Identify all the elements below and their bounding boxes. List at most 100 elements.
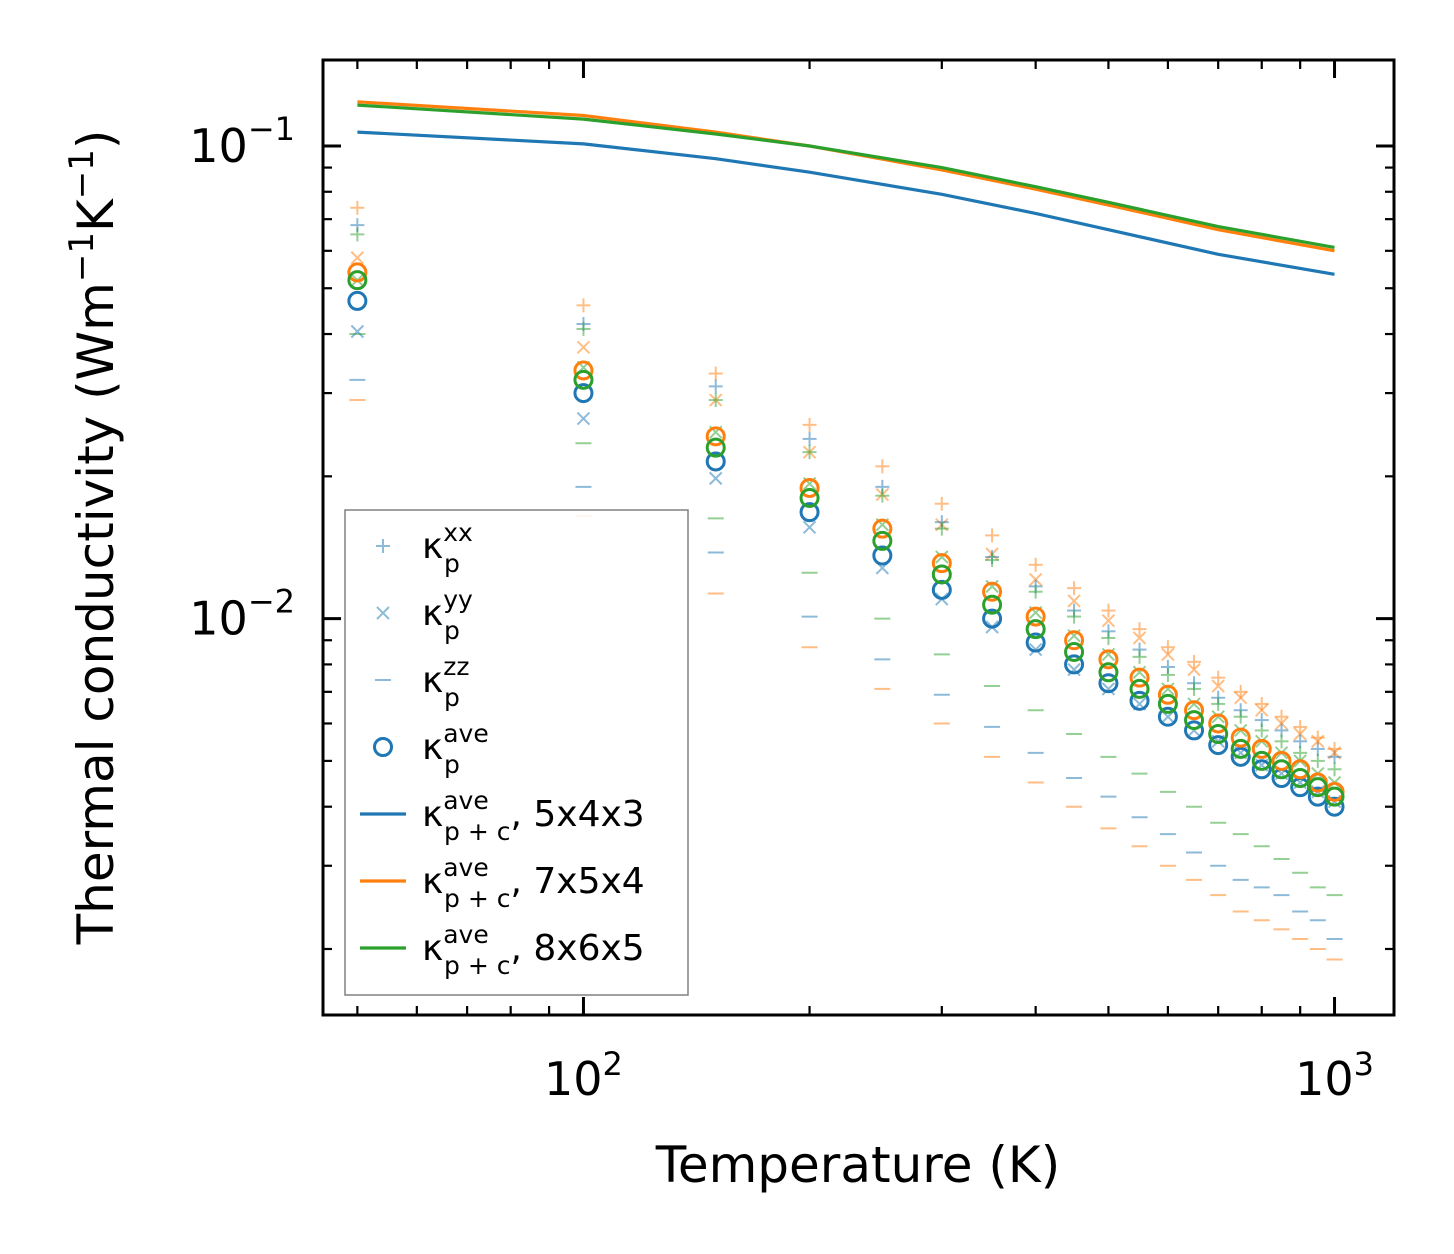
- marker-ave-8x6x5: [982, 594, 1003, 615]
- x-tick-label: 102: [544, 1045, 623, 1106]
- tick-labels: 102 103 10−2 10−1: [189, 110, 1374, 1106]
- marker-ave-7x5x4: [1251, 738, 1272, 759]
- marker-ave-7x5x4: [1290, 759, 1311, 780]
- marker-ave-5x4x3: [1157, 706, 1178, 727]
- marker-ave-5x4x3: [799, 502, 820, 523]
- marker-ave-8x6x5: [1064, 641, 1085, 662]
- legend-label: κave p + c, 5x4x3: [422, 786, 645, 846]
- marker-ave-5x4x3: [347, 290, 368, 311]
- marker-xx-8x6x5: [1187, 681, 1202, 696]
- marker-xx-7x5x4: [1233, 684, 1248, 699]
- y-axis-label-exp-1: −1: [62, 232, 102, 282]
- marker-yy-8x6x5: [1161, 682, 1175, 696]
- x-tick-label: 103: [1295, 1045, 1374, 1106]
- marker-ave-7x5x4: [1129, 667, 1150, 688]
- legend-label: κave p + c, 8x6x5: [422, 920, 645, 980]
- marker-ave-8x6x5: [1290, 768, 1311, 789]
- marker-yy-7x5x4: [576, 340, 591, 354]
- marker-ave-5x4x3: [1129, 690, 1150, 711]
- marker-ave-7x5x4: [1064, 630, 1085, 651]
- marker-ave-8x6x5: [1129, 678, 1150, 699]
- marker-yy-5x4x3: [576, 411, 591, 426]
- marker-xx-8x6x5: [1028, 584, 1043, 599]
- marker-xx-8x6x5: [576, 321, 591, 336]
- marker-xx-5x4x3: [708, 379, 723, 394]
- legend-handle-plus: [376, 539, 390, 553]
- marker-ave-8x6x5: [347, 270, 368, 291]
- marker-yy-8x6x5: [985, 579, 999, 594]
- marker-xx-8x6x5: [350, 227, 365, 242]
- marker-ave-8x6x5: [1307, 777, 1328, 798]
- y-axis-label-main: Thermal conductivity (Wm: [67, 282, 125, 945]
- marker-xx-7x5x4: [350, 200, 365, 215]
- marker-ave-8x6x5: [1324, 786, 1345, 807]
- marker-xx-8x6x5: [1211, 696, 1226, 711]
- marker-ave-8x6x5: [931, 564, 952, 585]
- marker-xx-8x6x5: [708, 393, 723, 408]
- marker-ave-5x4x3: [1324, 796, 1345, 817]
- marker-yy-7x5x4: [1161, 647, 1175, 662]
- marker-ave-5x4x3: [982, 608, 1003, 629]
- marker-ave-7x5x4: [982, 581, 1003, 602]
- marker-ave-5x4x3: [573, 383, 594, 404]
- total-conductivity-lines: [357, 100, 1335, 276]
- marker-ave-7x5x4: [799, 477, 820, 498]
- y-axis-label-close: ): [67, 130, 125, 150]
- line-series-5x4x3: [357, 130, 1335, 276]
- y-tick-label: 10−1: [189, 110, 295, 173]
- marker-ave-8x6x5: [1098, 662, 1119, 683]
- marker-ave-7x5x4: [705, 426, 726, 447]
- marker-ave-5x4x3: [1251, 759, 1272, 780]
- marker-xx-8x6x5: [1293, 745, 1308, 760]
- marker-yy-8x6x5: [1211, 710, 1225, 724]
- marker-ave-7x5x4: [573, 360, 594, 381]
- marker-xx-7x5x4: [875, 459, 890, 474]
- legend-label: κyy p: [422, 585, 473, 645]
- marker-xx-5x4x3: [802, 431, 817, 446]
- legend-label: κxx p: [422, 518, 473, 578]
- marker-xx-8x6x5: [1310, 753, 1325, 768]
- marker-yy-7x5x4: [1101, 613, 1116, 628]
- marker-ave-7x5x4: [1208, 713, 1229, 734]
- marker-ave-7x5x4: [872, 518, 893, 539]
- marker-ave-8x6x5: [1251, 750, 1272, 771]
- marker-yy-7x5x4: [1067, 594, 1081, 608]
- marker-xx-7x5x4: [934, 496, 949, 511]
- marker-ave-5x4x3: [1208, 735, 1229, 756]
- marker-xx-7x5x4: [985, 528, 1000, 543]
- marker-xx-7x5x4: [1327, 741, 1342, 756]
- marker-yy-7x5x4: [350, 251, 365, 265]
- marker-xx-8x6x5: [985, 553, 1000, 568]
- marker-xx-8x6x5: [934, 521, 949, 536]
- marker-xx-8x6x5: [1101, 630, 1116, 645]
- marker-ave-8x6x5: [573, 369, 594, 390]
- marker-ave-7x5x4: [931, 553, 952, 574]
- marker-xx-8x6x5: [1132, 649, 1147, 664]
- legend-entries: κxx p κyy p κzz p κave p κave p + c, 5x4x3 κave p +…: [360, 518, 645, 980]
- marker-ave-8x6x5: [1208, 723, 1229, 744]
- y-axis-label-unit-k: K: [67, 198, 125, 232]
- marker-ave-5x4x3: [1098, 673, 1119, 694]
- marker-ave-5x4x3: [1230, 746, 1251, 767]
- marker-yy-7x5x4: [1187, 662, 1201, 677]
- marker-ave-7x5x4: [1230, 727, 1251, 748]
- marker-xx-7x5x4: [1187, 654, 1202, 669]
- marker-ave-7x5x4: [1157, 684, 1178, 705]
- legend-label: κave p + c, 7x5x4: [422, 853, 645, 913]
- marker-ave-5x4x3: [1064, 654, 1085, 675]
- marker-yy-7x5x4: [1293, 727, 1307, 741]
- major-ticks: [323, 60, 1394, 1015]
- marker-ave-7x5x4: [1271, 750, 1292, 771]
- marker-ave-8x6x5: [1271, 759, 1292, 780]
- marker-xx-7x5x4: [1274, 709, 1289, 724]
- marker-yy-7x5x4: [1211, 679, 1225, 693]
- phonon-conductivity-markers: [347, 200, 1345, 961]
- marker-ave-7x5x4: [347, 262, 368, 283]
- marker-yy-5x4x3: [1067, 662, 1081, 677]
- marker-xx-7x5x4: [576, 298, 591, 313]
- legend: κxx p κyy p κzz p κave p κave p + c, 5x4x3 κave p +…: [344, 509, 689, 996]
- marker-xx-7x5x4: [1254, 696, 1269, 711]
- marker-ave-5x4x3: [705, 451, 726, 472]
